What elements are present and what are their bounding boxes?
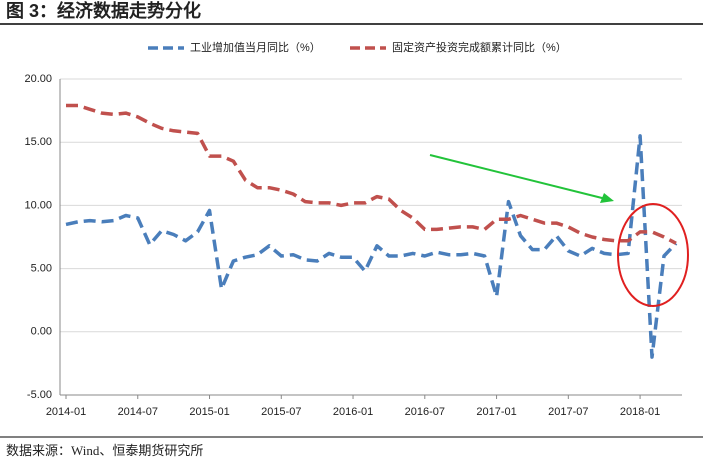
arrow xyxy=(429,154,607,200)
y-tick-label: 15.00 xyxy=(24,136,52,148)
x-tick-label: 2018-01 xyxy=(620,406,660,418)
y-tick-label: 0.00 xyxy=(31,326,52,338)
legend-label: 工业增加值当月同比（%） xyxy=(190,40,321,54)
source: 数据来源：Wind、恒泰期货研究所 xyxy=(6,443,203,458)
plot: -5.00 0.00 5.00 10.00 15.00 20.00 2014-01 2014-… xyxy=(24,73,682,418)
x-tick-label: 2016-07 xyxy=(405,406,445,418)
highlight-ellipse xyxy=(617,203,689,307)
x-tick-label: 2014-01 xyxy=(46,406,86,418)
x-tick-label: 2017-01 xyxy=(476,406,516,418)
x-tick-label: 2015-07 xyxy=(261,406,301,418)
y-tick-label: 5.00 xyxy=(31,263,52,275)
series-line xyxy=(65,134,678,359)
y-tick-label: -5.00 xyxy=(27,389,52,401)
x-tick-label: 2016-01 xyxy=(333,406,373,418)
y-tick-label: 20.00 xyxy=(24,73,52,85)
y-tick-label: 10.00 xyxy=(24,199,52,211)
legend-label: 固定资产投资完成额累计同比（%） xyxy=(392,40,567,54)
arrow-head xyxy=(600,193,614,203)
chart-title: 图 3：经济数据走势分化 xyxy=(6,0,201,21)
series-line xyxy=(66,103,677,245)
x-tick-label: 2014-07 xyxy=(118,406,158,418)
x-tick-label: 2015-01 xyxy=(189,406,229,418)
x-tick-label: 2017-07 xyxy=(548,406,588,418)
